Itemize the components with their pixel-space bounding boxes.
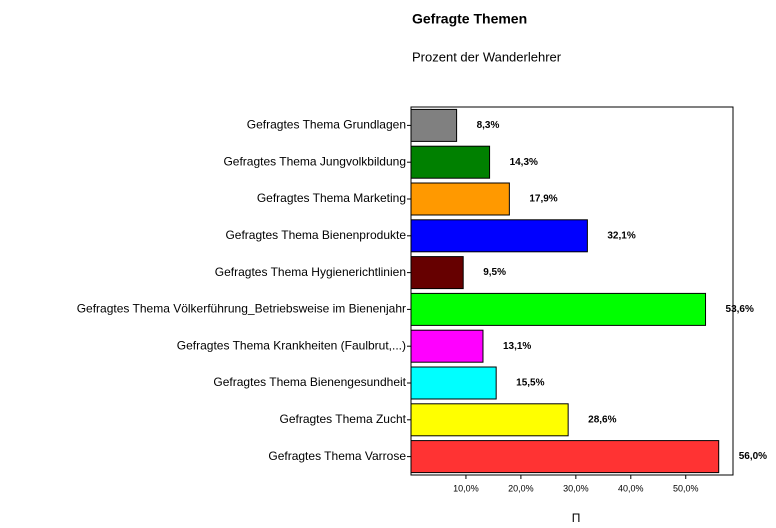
bar [410, 403, 569, 437]
x-tick-label: 50,0% [673, 483, 699, 493]
y-tick-label: Gefragtes Thema Grundlagen [247, 118, 406, 132]
y-tick-label: Gefragtes Thema Marketing [257, 191, 406, 205]
bar [410, 219, 588, 253]
value-label: 56,0% [739, 451, 767, 462]
value-label: 8,3% [477, 120, 500, 131]
value-label: 15,5% [516, 378, 544, 389]
bar [410, 329, 484, 363]
chart-title: Gefragte Themen [412, 11, 527, 27]
bar [410, 366, 497, 400]
bar [410, 108, 458, 142]
bar [410, 182, 510, 216]
x-tick-label: 20,0% [508, 483, 534, 493]
y-tick-label: Gefragtes Thema Jungvolkbildung [223, 154, 406, 168]
y-tick-label: Gefragtes Thema Bienengesundheit [213, 375, 406, 389]
y-tick-label: Gefragtes Thema Bienenprodukte [225, 228, 406, 242]
x-tick-label: 40,0% [618, 483, 644, 493]
y-tick-label: Gefragtes Thema Hygienerichtlinien [215, 265, 406, 279]
value-label: 53,6% [726, 304, 754, 315]
value-label: 14,3% [510, 157, 538, 168]
value-label: 13,1% [503, 341, 531, 352]
y-tick-label: Gefragtes Thema Krankheiten (Faulbrut,..… [177, 338, 406, 352]
bar [410, 292, 707, 326]
bar [410, 440, 720, 474]
y-tick-label: Gefragtes Thema Völkerführung_Betriebswe… [77, 302, 406, 316]
y-tick-label: Gefragtes Thema Zucht [279, 412, 406, 426]
plot-area [410, 106, 734, 476]
bar [410, 145, 491, 179]
bar [410, 256, 464, 290]
value-label: 9,5% [483, 267, 506, 278]
x-tick-label: 30,0% [563, 483, 589, 493]
x-axis-label: П [572, 511, 581, 525]
value-label: 32,1% [607, 230, 635, 241]
y-tick-label: Gefragtes Thema Varrose [268, 449, 406, 463]
value-label: 17,9% [529, 194, 557, 205]
x-tick-label: 10,0% [453, 483, 479, 493]
value-label: 28,6% [588, 414, 616, 425]
chart-subtitle: Prozent der Wanderlehrer [412, 49, 562, 64]
